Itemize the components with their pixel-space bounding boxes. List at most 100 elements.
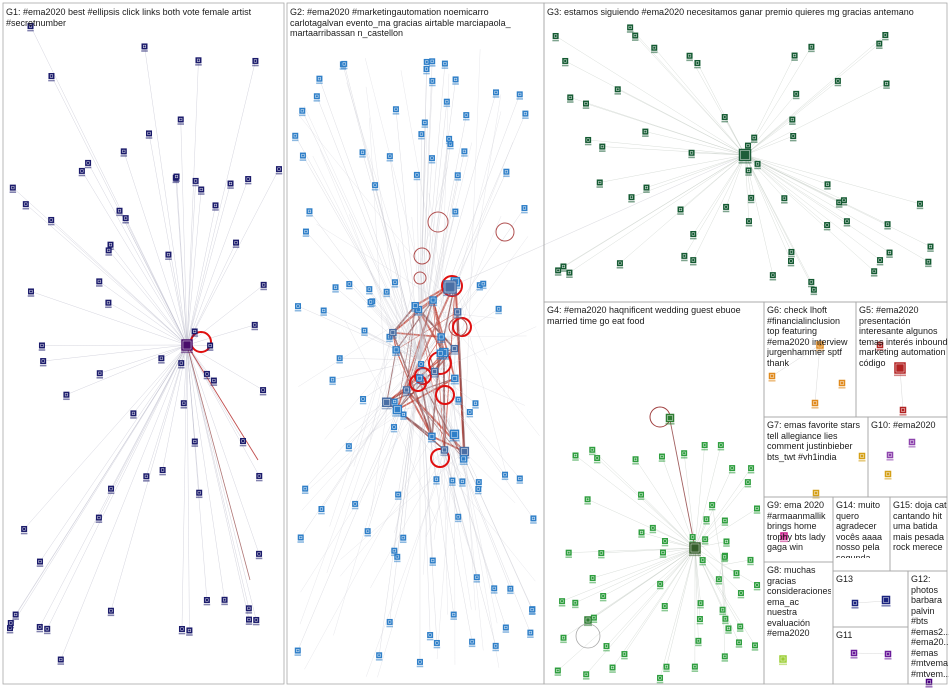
vertex-caption [789, 139, 797, 142]
vertex-caption [445, 142, 453, 145]
vertex-image [723, 555, 726, 558]
vertex-image [711, 503, 714, 507]
vertex-caption [560, 641, 567, 644]
edge [646, 154, 746, 188]
vertex-caption [399, 541, 407, 544]
vertex-caption [728, 471, 736, 474]
self-loop-hub-g1 [190, 331, 212, 353]
vertex-image [721, 608, 724, 611]
edge [419, 158, 433, 361]
vertex-image [193, 330, 196, 333]
edge [744, 135, 794, 156]
edge [43, 344, 188, 362]
vertex-caption [566, 276, 573, 278]
vertex-caption [838, 387, 846, 389]
vertex-image [918, 202, 922, 205]
vertex-caption [107, 614, 115, 617]
vertex-image [87, 161, 90, 164]
vertex-image [452, 613, 455, 616]
vertex-image [454, 210, 457, 213]
edge [108, 302, 188, 346]
vertex-image [363, 329, 366, 332]
vertex-caption [371, 188, 379, 191]
vertex-caption [47, 223, 55, 226]
vertex-image [322, 309, 325, 312]
vertex-caption [876, 47, 883, 49]
vertex-image [574, 601, 577, 604]
edge [186, 180, 196, 346]
edge [186, 344, 250, 620]
edge [419, 283, 484, 361]
vertex-caption [490, 592, 498, 594]
vertex-caption [886, 459, 894, 461]
vertex-image [212, 379, 215, 382]
vertex-image [781, 657, 785, 661]
vertex-caption [686, 59, 693, 62]
vertex-image [653, 46, 656, 49]
edge [340, 451, 465, 560]
vertex-image [118, 209, 121, 212]
vertex-image [301, 154, 304, 157]
vertex-image [587, 138, 590, 142]
vertex-image [188, 629, 191, 632]
vertex-image [770, 374, 774, 378]
edge [186, 168, 280, 346]
edge [659, 547, 696, 585]
vertex-caption [468, 645, 476, 648]
vertex-caption [392, 415, 403, 417]
vertex-image [109, 609, 113, 612]
vertex-caption [95, 521, 103, 523]
vertex-caption [642, 135, 649, 137]
edge [394, 359, 421, 402]
group-label-g15: G15: doja cat cantando hit uma batida ma… [893, 500, 949, 552]
vertex-image [320, 507, 323, 511]
edge [23, 344, 188, 530]
edge [333, 299, 434, 636]
vertex-caption [449, 484, 456, 486]
vertex-caption [703, 522, 710, 525]
vertex-image [561, 600, 564, 603]
vertex-caption [430, 376, 439, 378]
vertex-image [725, 540, 728, 543]
vertex-caption [466, 415, 474, 418]
vertex-image [183, 341, 191, 349]
self-loop [413, 271, 427, 285]
vertex-caption [386, 340, 393, 343]
vertex-caption [609, 671, 616, 673]
edge [389, 156, 421, 361]
vertex-caption [689, 554, 701, 557]
vertex-image [691, 535, 694, 539]
vertex-image [368, 288, 371, 291]
vertex-image [59, 658, 62, 661]
edge [183, 344, 188, 404]
vertex-caption [927, 250, 934, 252]
vertex-image [812, 288, 815, 291]
vertex-image [38, 560, 42, 563]
edge [652, 527, 696, 549]
vertex-image [331, 378, 334, 381]
vertex-image [735, 572, 738, 575]
self-loop [495, 222, 515, 242]
vertex-caption [721, 660, 729, 662]
vertex-image [651, 526, 654, 529]
vertex-image [455, 310, 460, 314]
vertex-image [639, 493, 643, 496]
edge [440, 111, 502, 354]
vertex-caption [565, 556, 572, 559]
vertex-image [509, 587, 512, 590]
edge [661, 456, 696, 549]
edge [555, 35, 746, 156]
vertex-image [182, 402, 185, 405]
vertex-image [618, 262, 621, 265]
vertex-image [417, 376, 422, 380]
vertex-image [194, 179, 197, 182]
vertex-caption [677, 213, 684, 215]
edge [346, 82, 416, 306]
vertex-image [97, 516, 100, 519]
vertex-caption [751, 649, 759, 651]
vertex-image [241, 439, 245, 443]
vertex-image [124, 217, 127, 220]
vertex-image [531, 608, 534, 611]
vertex-caption [665, 423, 675, 425]
